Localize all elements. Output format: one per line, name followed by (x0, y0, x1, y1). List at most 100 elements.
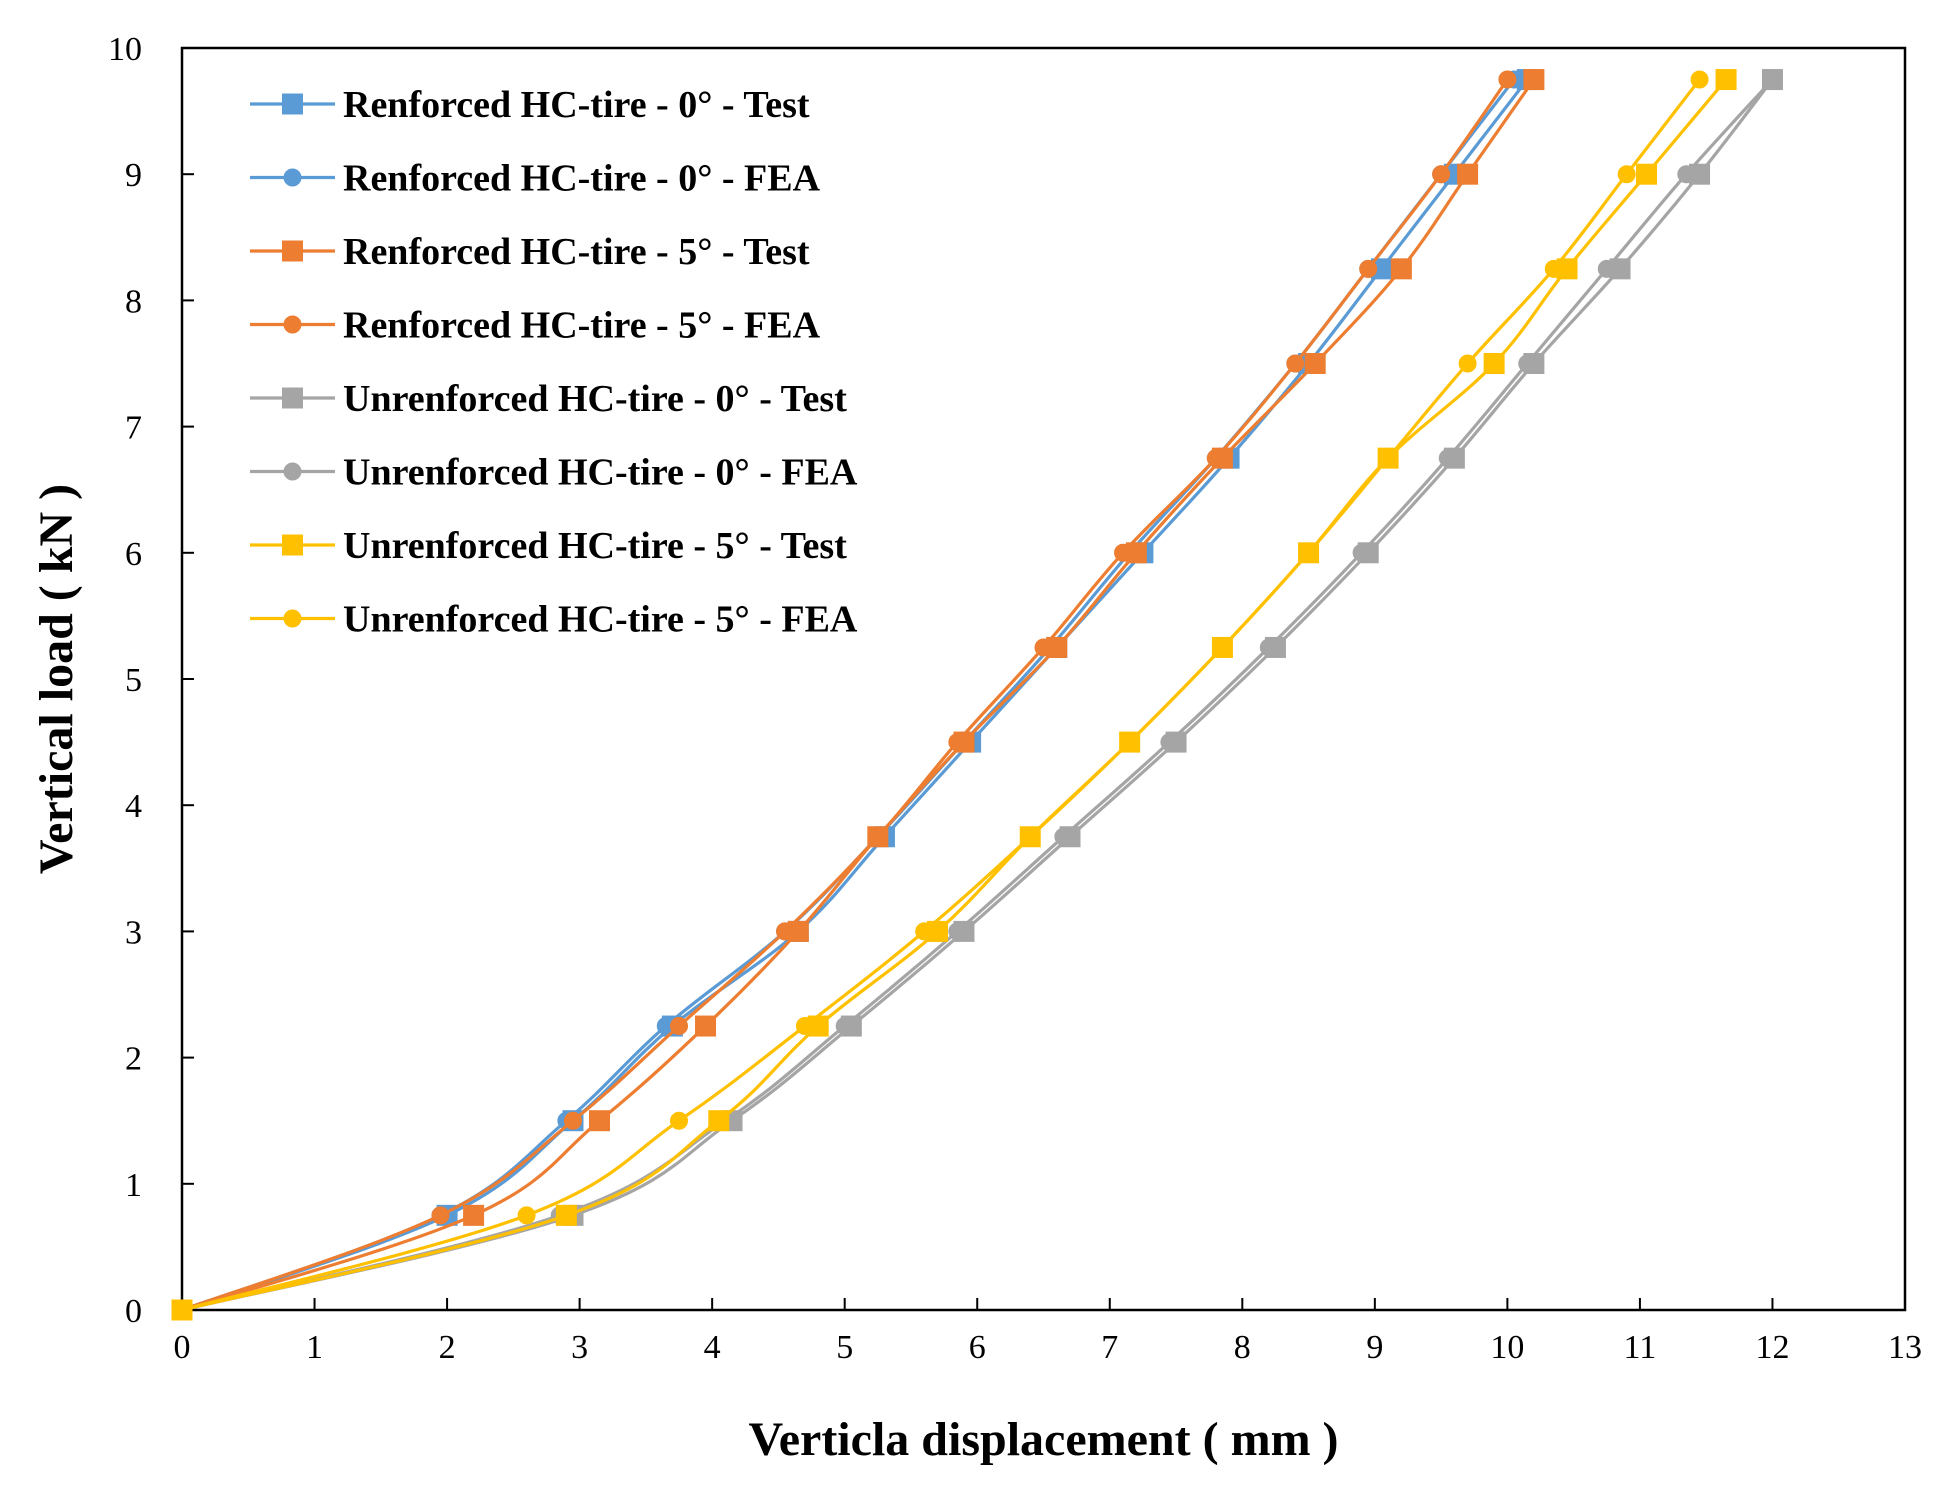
legend-label: Unrenforced HC-tire - 0° - FEA (343, 452, 858, 494)
y-tick-label: 4 (125, 788, 142, 825)
data-point (948, 733, 967, 752)
data-point (1160, 733, 1179, 752)
data-point (1390, 258, 1412, 280)
legend-marker (283, 462, 302, 481)
data-point (948, 922, 967, 941)
y-tick-label: 9 (125, 157, 142, 194)
data-point (1054, 827, 1073, 846)
data-point (1352, 543, 1371, 562)
legend: Renforced HC-tire - 0° - Test Renforced H… (250, 84, 858, 641)
data-point (1359, 259, 1378, 278)
y-tick-label: 6 (125, 536, 142, 573)
data-point (463, 1204, 485, 1226)
data-point (1458, 354, 1477, 373)
data-point (563, 1111, 582, 1130)
data-point (1597, 259, 1616, 278)
data-point (173, 1301, 191, 1319)
legend-item: Unrenforced HC-tire - 0° - FEA (250, 452, 858, 494)
y-tick-label: 3 (125, 914, 142, 951)
legend-item: Unrenforced HC-tire - 0° - Test (250, 378, 847, 420)
data-point (708, 1110, 730, 1132)
legend-marker (282, 387, 303, 409)
y-axis-title: Vertical load ( kN ) (30, 484, 83, 874)
y-tick-label: 5 (125, 662, 142, 699)
data-point (588, 1110, 610, 1132)
y-tick-label: 0 (125, 1293, 142, 1330)
data-point (670, 1017, 689, 1036)
data-point (1636, 163, 1658, 185)
data-point (1021, 827, 1040, 846)
legend-item: Renforced HC-tire - 5° - Test (250, 231, 810, 273)
legend-marker (283, 315, 302, 334)
data-point (1483, 353, 1505, 374)
x-tick-label: 12 (1755, 1329, 1789, 1366)
x-tick-label: 1 (306, 1329, 323, 1366)
data-point (1379, 449, 1398, 468)
x-tick-label: 11 (1624, 1329, 1657, 1366)
data-point (1299, 543, 1318, 562)
data-point (1544, 259, 1563, 278)
data-point (1206, 449, 1225, 468)
data-point (915, 922, 934, 941)
legend-item: Unrenforced HC-tire - 5° - FEA (250, 599, 858, 641)
data-point (868, 827, 887, 846)
legend-marker (283, 168, 302, 187)
data-point (795, 1017, 814, 1036)
data-point (1438, 449, 1457, 468)
data-point (1034, 638, 1053, 657)
legend-label: Unrenforced HC-tire - 5° - Test (343, 525, 847, 567)
data-point (1523, 69, 1545, 91)
y-tick-label: 8 (125, 283, 142, 320)
legend-marker (282, 240, 303, 262)
legend-item: Renforced HC-tire - 0° - FEA (250, 158, 821, 200)
x-tick-label: 7 (1101, 1329, 1118, 1366)
legend-marker (283, 609, 302, 628)
x-tick-label: 6 (969, 1329, 986, 1366)
series-8 (173, 70, 1709, 1319)
legend-item: Renforced HC-tire - 0° - Test (250, 84, 810, 126)
data-point (1518, 354, 1537, 373)
data-point (1617, 165, 1636, 184)
legend-label: Renforced HC-tire - 0° - FEA (343, 158, 821, 200)
legend-label: Unrenforced HC-tire - 5° - FEA (343, 599, 858, 641)
data-point (1114, 543, 1133, 562)
data-point (835, 1017, 854, 1036)
x-tick-label: 4 (704, 1329, 721, 1366)
y-tick-label: 10 (108, 31, 142, 68)
legend-item: Unrenforced HC-tire - 5° - Test (250, 525, 847, 567)
data-point (1715, 69, 1737, 91)
data-point (1457, 163, 1479, 185)
x-tick-label: 0 (174, 1329, 191, 1366)
data-point (670, 1111, 689, 1130)
data-point (1120, 733, 1139, 752)
x-tick-label: 8 (1234, 1329, 1251, 1366)
legend-item: Renforced HC-tire - 5° - FEA (250, 305, 821, 347)
x-tick-label: 13 (1888, 1329, 1922, 1366)
data-point (776, 922, 795, 941)
x-tick-label: 5 (836, 1329, 853, 1366)
data-point (431, 1206, 450, 1225)
data-point (1259, 638, 1278, 657)
legend-label: Renforced HC-tire - 0° - Test (343, 84, 810, 126)
data-point (1763, 70, 1782, 89)
x-tick-label: 10 (1490, 1329, 1524, 1366)
data-point (1213, 638, 1232, 657)
plot-series (171, 69, 1783, 1321)
legend-label: Unrenforced HC-tire - 0° - Test (343, 378, 847, 420)
legend-label: Renforced HC-tire - 5° - FEA (343, 305, 821, 347)
series-line (181, 78, 1509, 1312)
data-point (1432, 165, 1451, 184)
y-tick-label: 1 (125, 1167, 142, 1204)
legend-marker (282, 534, 303, 556)
x-axis-title: Verticla displacement ( mm ) (748, 1413, 1338, 1466)
y-tick-label: 2 (125, 1041, 142, 1078)
series-line (181, 78, 1536, 1312)
data-point (1498, 70, 1517, 89)
data-point (555, 1204, 577, 1226)
data-point (1286, 354, 1305, 373)
x-tick-label: 3 (571, 1329, 588, 1366)
x-tick-label: 2 (439, 1329, 456, 1366)
legend-label: Renforced HC-tire - 5° - Test (343, 231, 810, 273)
data-point (1690, 70, 1709, 89)
